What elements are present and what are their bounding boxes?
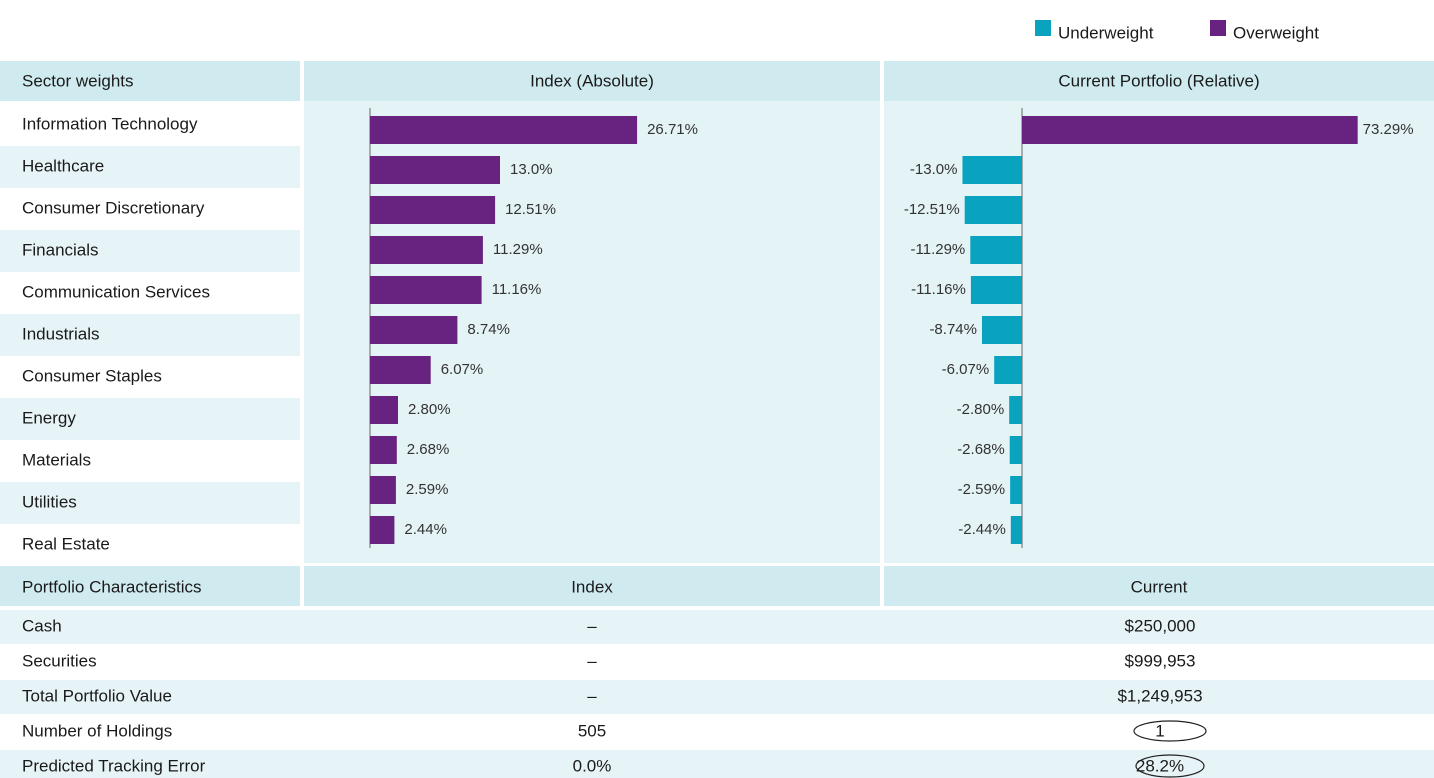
- cell-text: Predicted Tracking Error: [22, 756, 206, 775]
- sector-name: Materials: [22, 450, 91, 469]
- cell-text: $999,953: [1125, 651, 1196, 670]
- value-label: 13.0%: [510, 161, 553, 178]
- row-stripe: [0, 146, 300, 188]
- cell-text: Number of Holdings: [22, 721, 172, 740]
- cell-text: 0.0%: [573, 756, 612, 775]
- bar: [370, 156, 500, 184]
- value-label: 12.51%: [505, 201, 556, 218]
- value-label: -6.07%: [942, 361, 990, 378]
- sector-name: Energy: [22, 408, 76, 427]
- bar: [1009, 396, 1022, 424]
- value-label: 2.68%: [407, 441, 450, 458]
- header-label: Current Portfolio (Relative): [1058, 71, 1259, 90]
- bar: [370, 476, 396, 504]
- bar: [970, 276, 1022, 304]
- header-cell: [304, 61, 880, 101]
- header-cell: [304, 566, 880, 606]
- sector-name: Financials: [22, 240, 99, 259]
- cell-text: –: [587, 686, 597, 705]
- annotation-circle: [1135, 754, 1205, 778]
- value-label: 2.44%: [404, 521, 447, 538]
- legend-label: Overweight: [1233, 23, 1319, 42]
- value-label: -2.80%: [957, 401, 1005, 418]
- sector-name: Consumer Staples: [22, 366, 162, 385]
- row-stripe: [0, 610, 1434, 644]
- bar: [370, 396, 398, 424]
- bar: [370, 196, 496, 224]
- cell-text: Securities: [22, 651, 97, 670]
- value-label: -2.68%: [957, 441, 1005, 458]
- legend-swatch: [1035, 20, 1051, 36]
- bar: [970, 236, 1022, 264]
- sector-name: Healthcare: [22, 156, 104, 175]
- bar: [1009, 436, 1022, 464]
- row-stripe: [0, 680, 1434, 714]
- value-label: 8.74%: [467, 321, 510, 338]
- cell-text: 28.2%: [1136, 756, 1184, 775]
- bar: [981, 316, 1022, 344]
- bar: [1022, 116, 1358, 144]
- header-label: Index (Absolute): [530, 71, 654, 90]
- value-label: -11.29%: [911, 241, 966, 258]
- legend-swatch: [1210, 20, 1226, 36]
- bar: [370, 516, 395, 544]
- row-stripe: [0, 482, 300, 524]
- bar: [370, 356, 431, 384]
- value-label: 73.29%: [1363, 121, 1414, 138]
- header-label: Portfolio Characteristics: [22, 577, 202, 596]
- value-label: 6.07%: [441, 361, 484, 378]
- value-label: -8.74%: [929, 321, 977, 338]
- sector-name: Industrials: [22, 324, 99, 343]
- row-stripe: [0, 314, 300, 356]
- cell-text: $250,000: [1125, 616, 1196, 635]
- bar: [1010, 516, 1022, 544]
- header-cell: [0, 566, 300, 606]
- bar: [1010, 476, 1022, 504]
- row-stripe: [0, 750, 1434, 778]
- cell-text: 1: [1155, 721, 1164, 740]
- sector-name: Real Estate: [22, 534, 110, 553]
- bar: [962, 156, 1022, 184]
- sector-name: Utilities: [22, 492, 77, 511]
- bar: [370, 276, 482, 304]
- sector-name: Communication Services: [22, 282, 210, 301]
- value-label: 11.16%: [492, 281, 542, 298]
- row-stripe: [0, 230, 300, 272]
- legend-label: Underweight: [1058, 23, 1154, 42]
- value-label: -11.16%: [911, 281, 966, 298]
- row-stripe: [0, 398, 300, 440]
- value-label: -2.59%: [958, 481, 1006, 498]
- cell-text: $1,249,953: [1117, 686, 1202, 705]
- header-cell: [884, 566, 1434, 606]
- header-label: Sector weights: [22, 71, 134, 90]
- value-label: 11.29%: [493, 241, 543, 258]
- value-label: 26.71%: [647, 121, 698, 138]
- sector-name: Consumer Discretionary: [22, 198, 205, 217]
- header-label: Current: [1131, 577, 1188, 596]
- header-cell: [884, 61, 1434, 101]
- annotation-circle: [1133, 720, 1207, 742]
- bar: [964, 196, 1022, 224]
- cell-text: –: [587, 651, 597, 670]
- cell-text: 505: [578, 721, 606, 740]
- sector-name: Information Technology: [22, 114, 198, 133]
- bar: [994, 356, 1022, 384]
- bar: [370, 316, 458, 344]
- value-label: -12.51%: [904, 201, 960, 218]
- value-label: 2.59%: [406, 481, 449, 498]
- bar: [370, 116, 638, 144]
- cell-text: –: [587, 616, 597, 635]
- value-label: -13.0%: [910, 161, 958, 178]
- cell-text: Total Portfolio Value: [22, 686, 172, 705]
- cell-text: Cash: [22, 616, 62, 635]
- value-label: 2.80%: [408, 401, 451, 418]
- header-cell: [0, 61, 300, 101]
- bar: [370, 436, 397, 464]
- value-label: -2.44%: [958, 521, 1006, 538]
- header-label: Index: [571, 577, 613, 596]
- bar: [370, 236, 483, 264]
